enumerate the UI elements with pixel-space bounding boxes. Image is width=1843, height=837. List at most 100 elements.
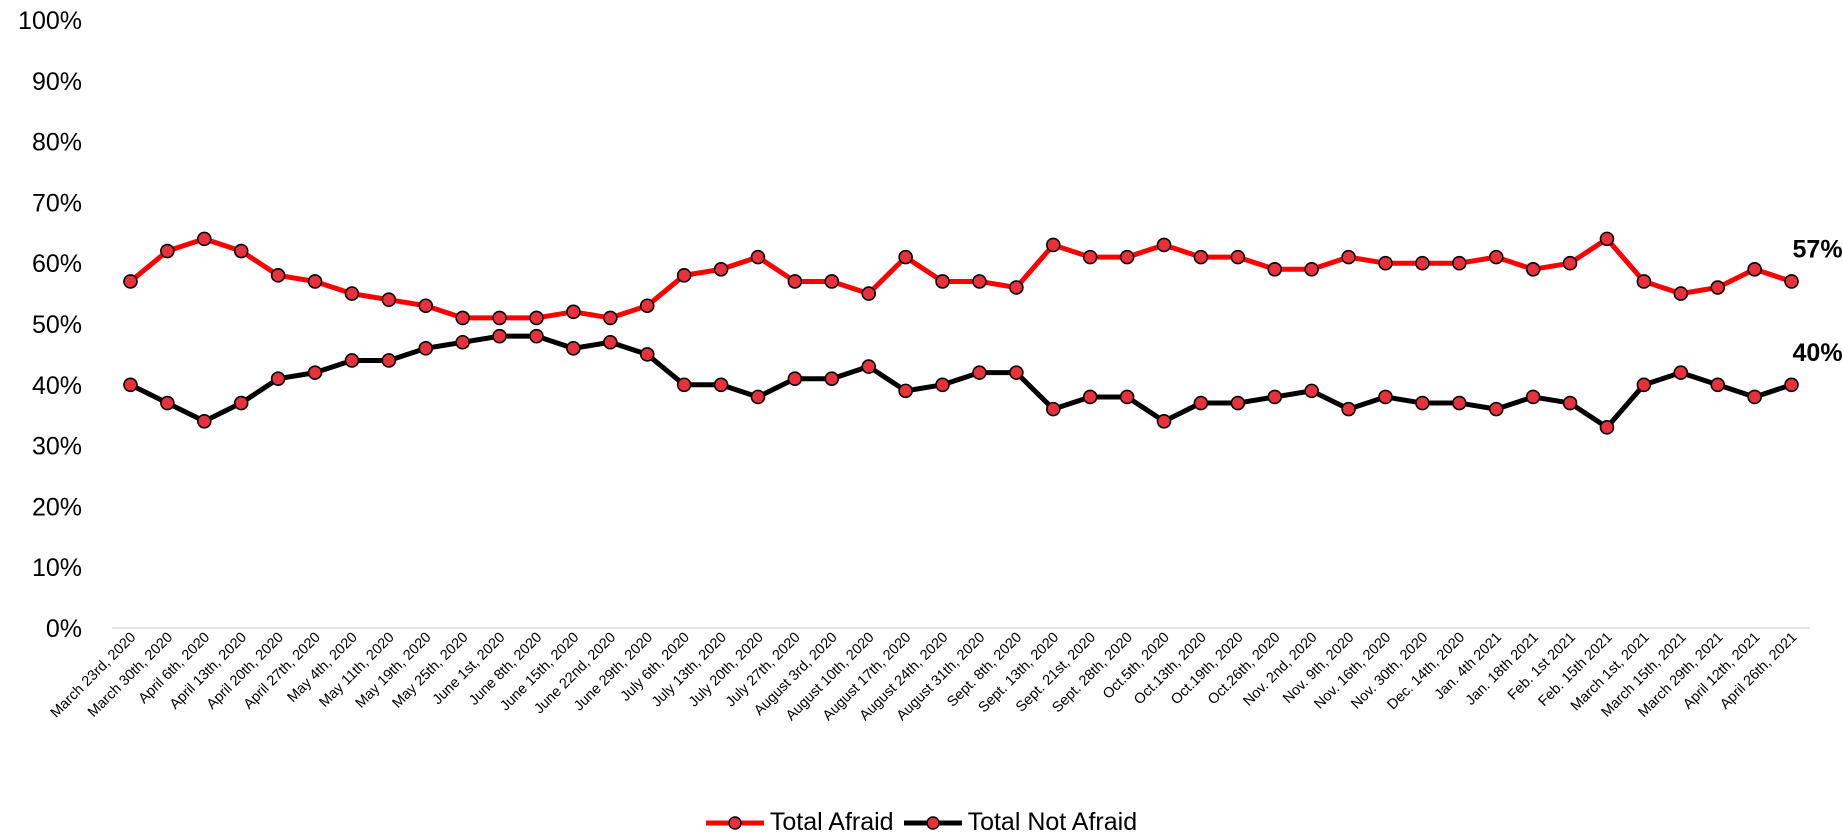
data-point	[1193, 395, 1209, 411]
data-point	[123, 274, 138, 289]
data-point	[787, 274, 803, 289]
legend-item-not-afraid: Total Not Afraid	[903, 808, 1138, 837]
data-point	[639, 298, 655, 314]
data-point	[603, 310, 618, 326]
legend-swatch-afraid	[705, 815, 764, 830]
series-line	[129, 333, 1793, 430]
data-point	[1156, 237, 1172, 253]
data-point	[492, 310, 507, 326]
data-point	[824, 274, 840, 289]
data-point	[566, 304, 581, 320]
data-point	[1636, 274, 1652, 289]
data-point	[344, 286, 360, 301]
legend-label-not-afraid: Total Not Afraid	[967, 808, 1138, 836]
data-point	[1525, 389, 1541, 405]
y-tick-label: 50%	[32, 311, 82, 339]
data-point	[1673, 365, 1689, 380]
data-point	[676, 268, 692, 283]
data-point	[603, 334, 618, 350]
data-point	[1636, 377, 1652, 393]
data-point	[1710, 377, 1726, 393]
data-point	[1341, 401, 1356, 417]
series-markers	[123, 231, 1799, 435]
y-tick-label: 0%	[46, 615, 82, 643]
data-point	[1525, 261, 1541, 277]
y-tick-label: 20%	[32, 493, 82, 521]
data-point	[270, 371, 286, 387]
data-point	[1119, 249, 1135, 265]
legend: Total Afraid Total Not Afraid	[0, 808, 1843, 837]
data-point	[1045, 237, 1061, 253]
data-point	[1009, 365, 1024, 380]
data-point	[713, 377, 729, 393]
y-tick-label: 100%	[18, 7, 82, 35]
data-point	[1378, 255, 1393, 271]
y-tick-label: 80%	[32, 129, 82, 157]
data-point	[160, 395, 175, 411]
y-tick-label: 10%	[32, 554, 82, 582]
series-lines	[128, 236, 1793, 430]
data-point	[418, 298, 434, 314]
data-point	[1710, 280, 1726, 295]
data-point	[1599, 420, 1615, 435]
data-point	[160, 243, 175, 259]
end-data-label: 57%	[1793, 235, 1843, 263]
data-point	[1673, 286, 1689, 301]
data-point	[418, 341, 434, 356]
series-line	[128, 236, 1793, 321]
data-point	[1488, 401, 1504, 417]
data-point	[123, 377, 138, 393]
data-point	[1230, 395, 1246, 411]
data-point	[1193, 249, 1209, 265]
y-tick-label: 40%	[32, 372, 82, 400]
data-point	[1230, 249, 1246, 265]
data-point	[750, 389, 766, 405]
legend-item-afraid: Total Afraid	[705, 808, 894, 837]
data-point	[1267, 389, 1283, 405]
data-point	[935, 377, 950, 393]
data-point	[1304, 261, 1319, 277]
data-point	[307, 365, 323, 380]
y-tick-label: 60%	[32, 250, 82, 278]
data-point	[233, 243, 249, 259]
data-point	[455, 334, 470, 350]
data-point	[1562, 395, 1578, 411]
data-point	[972, 274, 987, 289]
data-point	[1267, 261, 1283, 277]
data-point	[898, 383, 913, 399]
data-point	[787, 371, 803, 387]
data-point	[1009, 280, 1024, 295]
data-point	[1747, 389, 1762, 405]
y-tick-label: 30%	[32, 433, 82, 461]
data-point	[639, 347, 655, 362]
data-point	[1488, 249, 1504, 265]
data-point	[1341, 249, 1356, 265]
data-point	[1599, 231, 1615, 247]
data-point	[1378, 389, 1393, 405]
data-point	[713, 261, 729, 277]
data-point	[307, 274, 323, 289]
data-point	[492, 328, 507, 344]
data-point	[972, 365, 987, 380]
data-point	[196, 413, 212, 429]
data-point	[381, 353, 397, 368]
data-point	[824, 371, 840, 387]
end-labels: 57% 40%	[1793, 235, 1843, 366]
end-data-label: 40%	[1793, 339, 1843, 367]
data-point	[898, 249, 913, 265]
legend-swatch-not-afraid	[903, 815, 962, 830]
data-point	[1082, 389, 1098, 405]
data-point	[566, 341, 581, 356]
data-point	[1784, 274, 1799, 289]
y-tick-label: 70%	[32, 189, 82, 217]
data-point	[1082, 249, 1098, 265]
data-point	[1452, 255, 1467, 271]
y-axis-labels: 0% 10% 20% 30% 40% 50% 60% 70% 80% 90% 100%	[18, 7, 82, 643]
data-point	[1119, 389, 1135, 405]
data-point	[1304, 383, 1319, 399]
data-point	[344, 353, 360, 368]
data-point	[1415, 255, 1430, 271]
data-point	[233, 395, 249, 411]
